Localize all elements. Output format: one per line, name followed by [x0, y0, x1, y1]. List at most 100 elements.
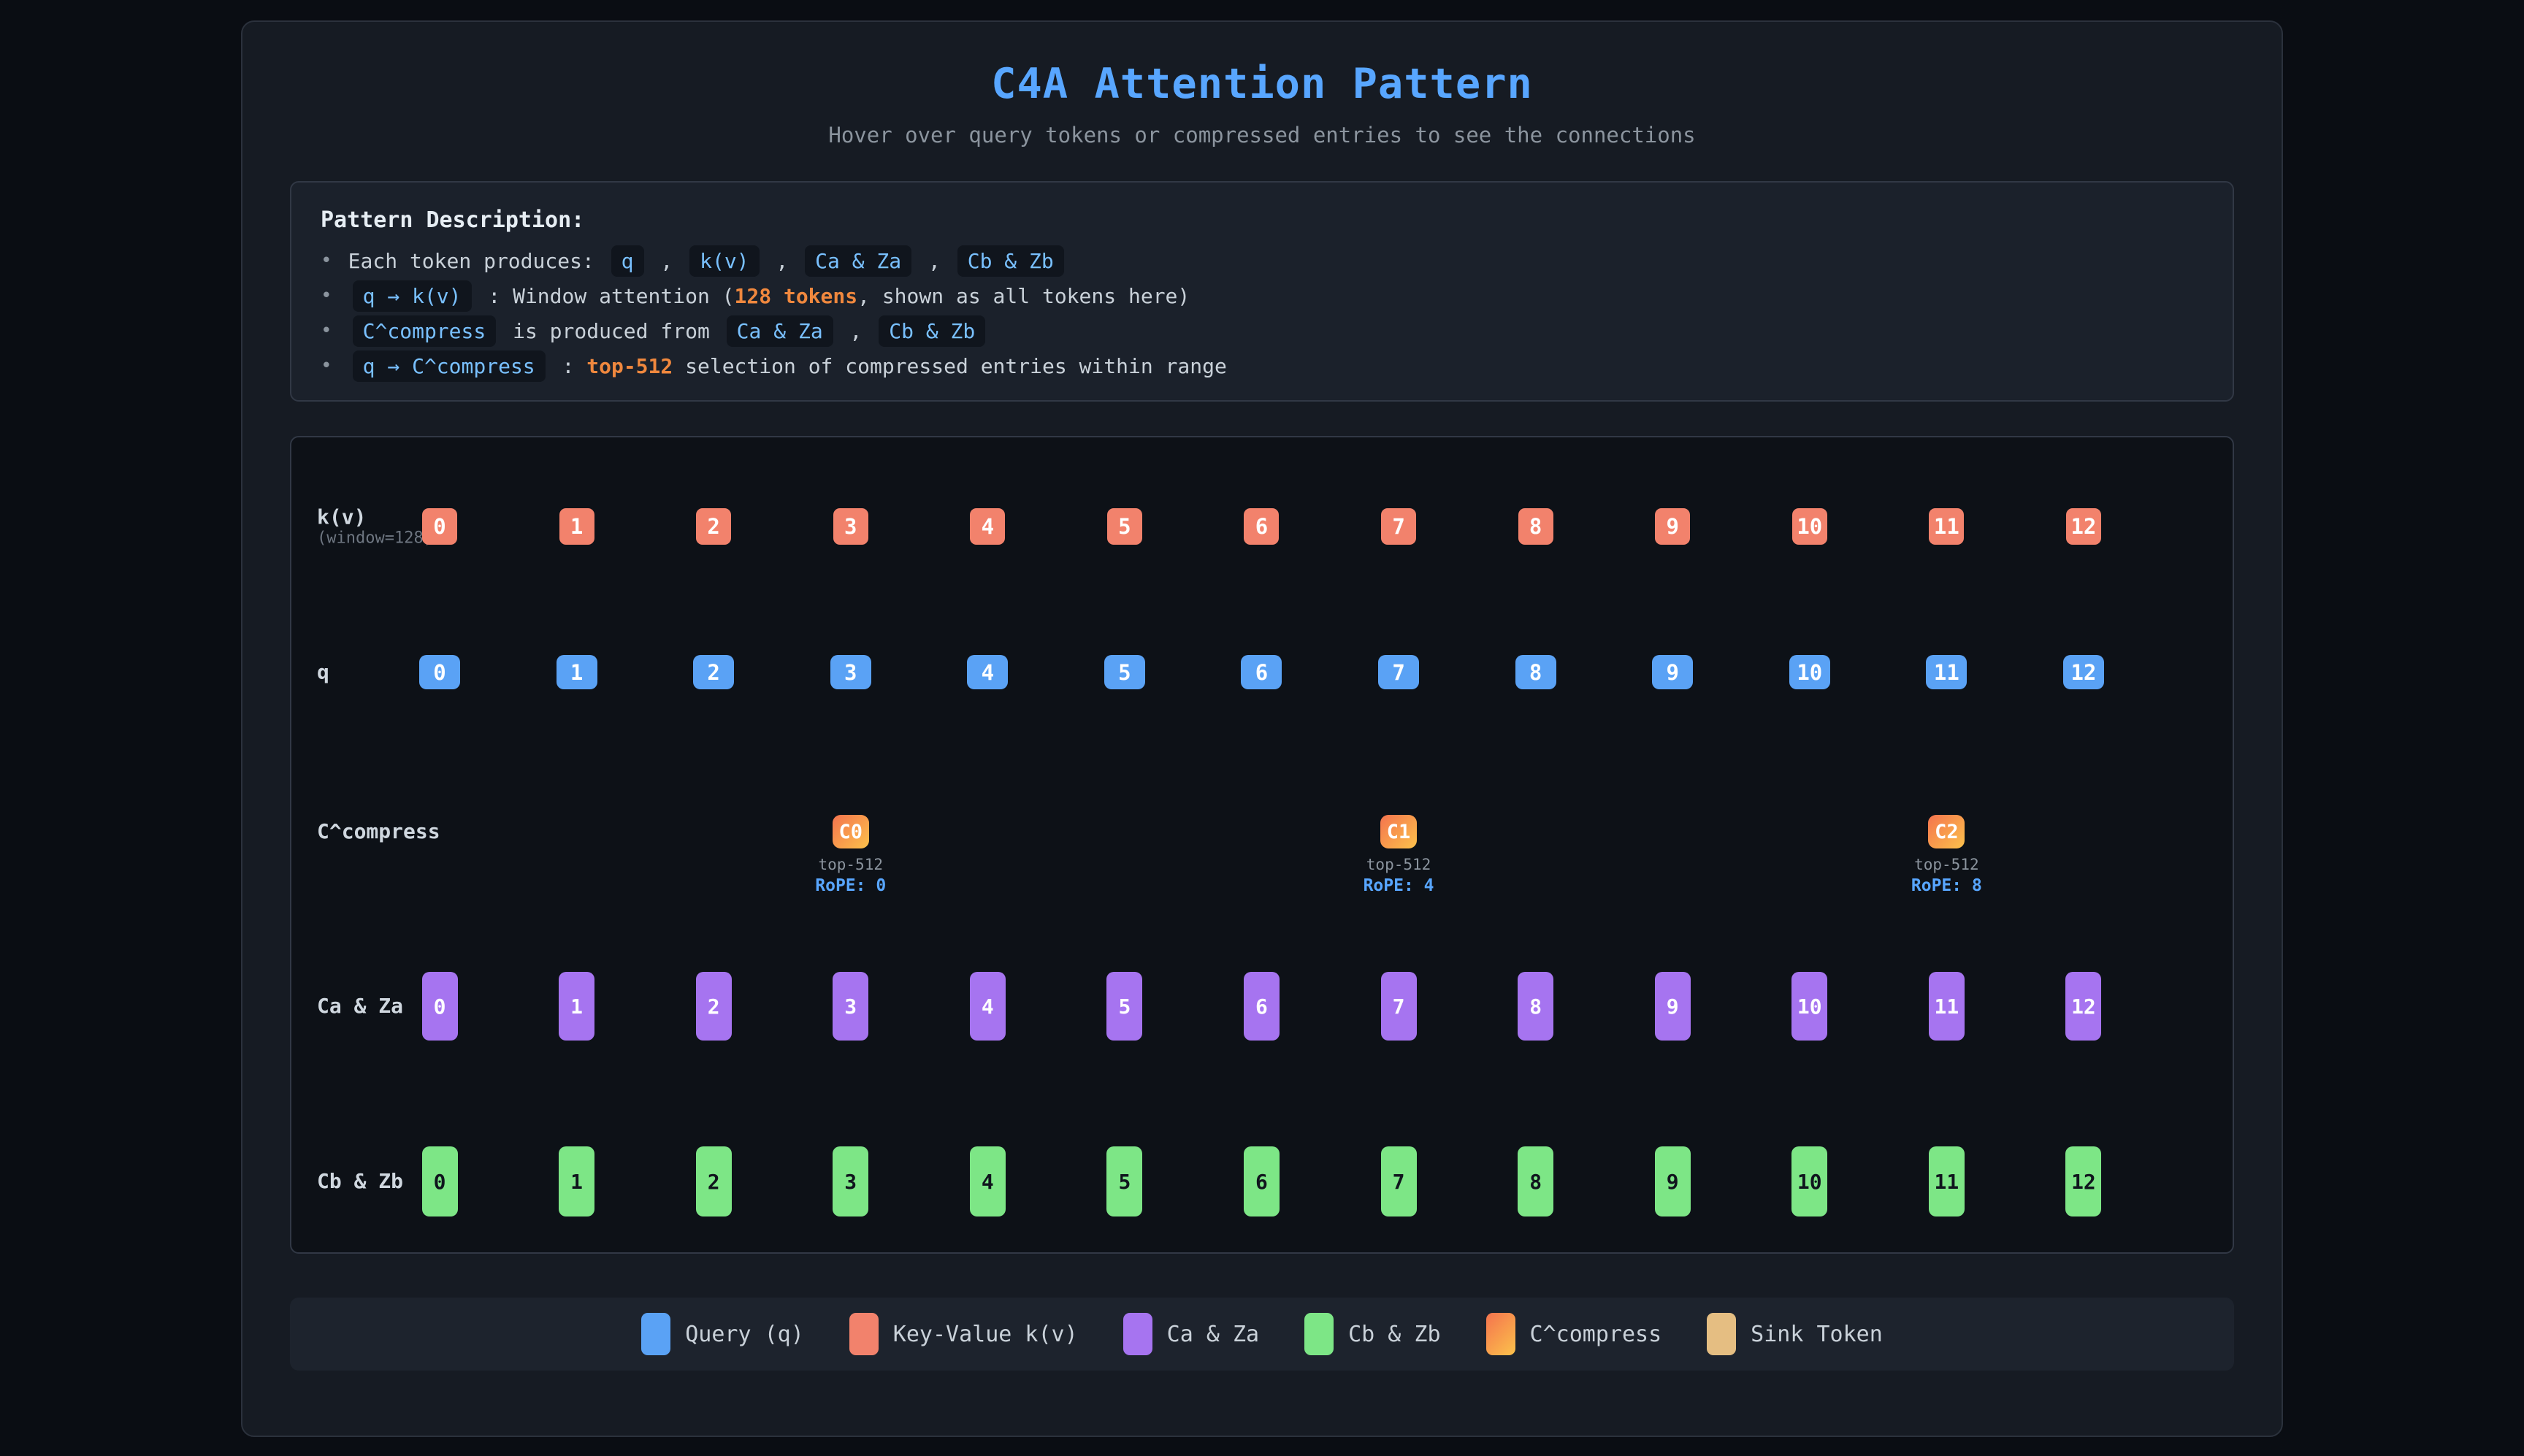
ca-token: 1	[559, 972, 595, 1041]
bullet-dot: •	[321, 250, 332, 272]
cell-cb-1: 1	[555, 1146, 599, 1216]
q-token[interactable]: 1	[556, 655, 597, 689]
cell-compress-0	[418, 815, 462, 848]
q-token[interactable]: 5	[1104, 655, 1145, 689]
inline-chip: q → k(v)	[352, 280, 472, 312]
q-token[interactable]: 12	[2062, 655, 2104, 689]
q-token[interactable]: 9	[1652, 655, 1694, 689]
attention-visualization-panel: k(v) (window=128) 0 1 2 3 4 5 6 7 8 9 10 11 12 q 0 1 2 3 4 5 6…	[290, 436, 2234, 1254]
inline-chip: Cb & Zb	[879, 315, 986, 347]
cb-token: 2	[695, 1146, 732, 1216]
token-cells-ca: 0 1 2 3 4 5 6 7 8 9 10 11 12	[418, 972, 2106, 1041]
cb-token: 11	[1928, 1146, 1965, 1216]
ca-token: 5	[1106, 972, 1143, 1041]
bullet-text: : Window attention (	[475, 283, 735, 308]
bullet-line-4: • q → C^compress : top-512 selection of c…	[321, 348, 2203, 383]
token-cells-kv: 0 1 2 3 4 5 6 7 8 9 10 11 12	[418, 508, 2106, 545]
q-token[interactable]: 2	[693, 655, 735, 689]
compress-rope-label: RoPE: 4	[1363, 876, 1434, 895]
bullet-dot: •	[321, 320, 332, 342]
compress-token[interactable]: C1	[1380, 815, 1418, 848]
legend-item-ca-za: Ca & Za	[1123, 1313, 1259, 1355]
cb-token: 3	[833, 1146, 869, 1216]
row-q: q 0 1 2 3 4 5 6 7 8 9 10 11 12	[291, 655, 2233, 689]
page-subtitle: Hover over query tokens or compressed en…	[828, 123, 1696, 147]
cell-ca-10: 10	[1788, 972, 1832, 1041]
cb-token: 9	[1654, 1146, 1691, 1216]
q-token[interactable]: 8	[1515, 655, 1556, 689]
cell-kv-12: 12	[2062, 508, 2106, 545]
cell-kv-7: 7	[1377, 508, 1420, 545]
q-token[interactable]: 7	[1378, 655, 1420, 689]
token-cells-q: 0 1 2 3 4 5 6 7 8 9 10 11 12	[418, 655, 2106, 689]
q-token[interactable]: 6	[1241, 655, 1282, 689]
q-token[interactable]: 4	[967, 655, 1009, 689]
bullet-dot: •	[321, 355, 332, 377]
pattern-description-title: Pattern Description:	[321, 207, 585, 233]
row-label-sub: (window=128)	[317, 529, 433, 548]
kv-token: 4	[970, 508, 1006, 545]
cell-kv-3: 3	[829, 508, 873, 545]
legend-label: Key-Value k(v)	[892, 1321, 1078, 1347]
bullet-dot: •	[321, 285, 332, 307]
compress-selection-label: top-512	[818, 856, 883, 873]
cell-compress-9	[1651, 815, 1694, 848]
cell-q-9: 9	[1651, 655, 1694, 689]
legend-item-key-value-k-v: Key-Value k(v)	[849, 1313, 1078, 1355]
cell-ca-12: 12	[2062, 972, 2106, 1041]
inline-chip: k(v)	[689, 245, 760, 277]
cell-ca-6: 6	[1239, 972, 1283, 1041]
cell-kv-2: 2	[692, 508, 735, 545]
cell-kv-4: 4	[965, 508, 1009, 545]
token-cells-compress: C0 top-512 RoPE: 0 C1 top-512 RoPE: 4 C2 top-51…	[418, 815, 2106, 895]
cell-compress-5	[1103, 815, 1147, 848]
q-token[interactable]: 0	[419, 655, 460, 689]
pattern-description-bullets: • Each token produces: q , k(v) , Ca & Za…	[321, 243, 2203, 383]
cell-q-11: 11	[1924, 655, 1968, 689]
q-token[interactable]: 3	[830, 655, 871, 689]
cell-kv-0: 0	[418, 508, 462, 545]
compress-selection-label: top-512	[1914, 856, 1979, 873]
cell-kv-10: 10	[1788, 508, 1832, 545]
cell-cb-9: 9	[1651, 1146, 1694, 1216]
compress-token[interactable]: C0	[832, 815, 869, 848]
kv-token: 10	[1791, 508, 1827, 545]
legend-item-sink-token: Sink Token	[1707, 1313, 1883, 1355]
row-label-compress: C^compress	[317, 819, 440, 843]
bullet-text: ,	[837, 318, 875, 343]
ca-token: 7	[1380, 972, 1417, 1041]
ca-token: 3	[833, 972, 869, 1041]
legend-swatch-ca	[1123, 1313, 1152, 1355]
cell-q-8: 8	[1514, 655, 1558, 689]
row-label-cb: Cb & Zb	[317, 1169, 403, 1193]
cell-kv-8: 8	[1514, 508, 1558, 545]
q-token[interactable]: 11	[1926, 655, 1967, 689]
ca-token: 2	[695, 972, 732, 1041]
inline-chip: q → C^compress	[352, 350, 546, 382]
cell-compress-8	[1514, 815, 1558, 848]
cell-kv-1: 1	[555, 508, 599, 545]
legend-label: Ca & Za	[1166, 1321, 1260, 1347]
row-label-main: Ca & Za	[317, 993, 404, 1018]
kv-token: 6	[1244, 508, 1280, 545]
legend-swatch-kv	[849, 1313, 879, 1355]
cell-compress-2	[692, 815, 735, 848]
kv-token: 7	[1381, 508, 1417, 545]
bullet-line-2: • q → k(v) : Window attention (128 tokens…	[321, 278, 2203, 313]
cell-q-10: 10	[1788, 655, 1832, 689]
token-cells-cb: 0 1 2 3 4 5 6 7 8 9 10 11 12	[418, 1146, 2106, 1216]
cell-cb-2: 2	[692, 1146, 735, 1216]
legend-label: Cb & Zb	[1348, 1321, 1441, 1347]
inline-chip: C^compress	[352, 315, 497, 347]
kv-token: 3	[833, 508, 868, 545]
cell-cb-8: 8	[1514, 1146, 1558, 1216]
compress-selection-label: top-512	[1366, 856, 1431, 873]
cb-token: 7	[1380, 1146, 1417, 1216]
inline-chip: Cb & Zb	[957, 245, 1064, 277]
compress-token[interactable]: C2	[1928, 815, 1965, 848]
q-token[interactable]: 10	[1789, 655, 1830, 689]
bullet-line-3: • C^compress is produced from Ca & Za , C…	[321, 313, 2203, 348]
compress-rope-label: RoPE: 0	[815, 876, 887, 895]
cell-ca-5: 5	[1103, 972, 1147, 1041]
